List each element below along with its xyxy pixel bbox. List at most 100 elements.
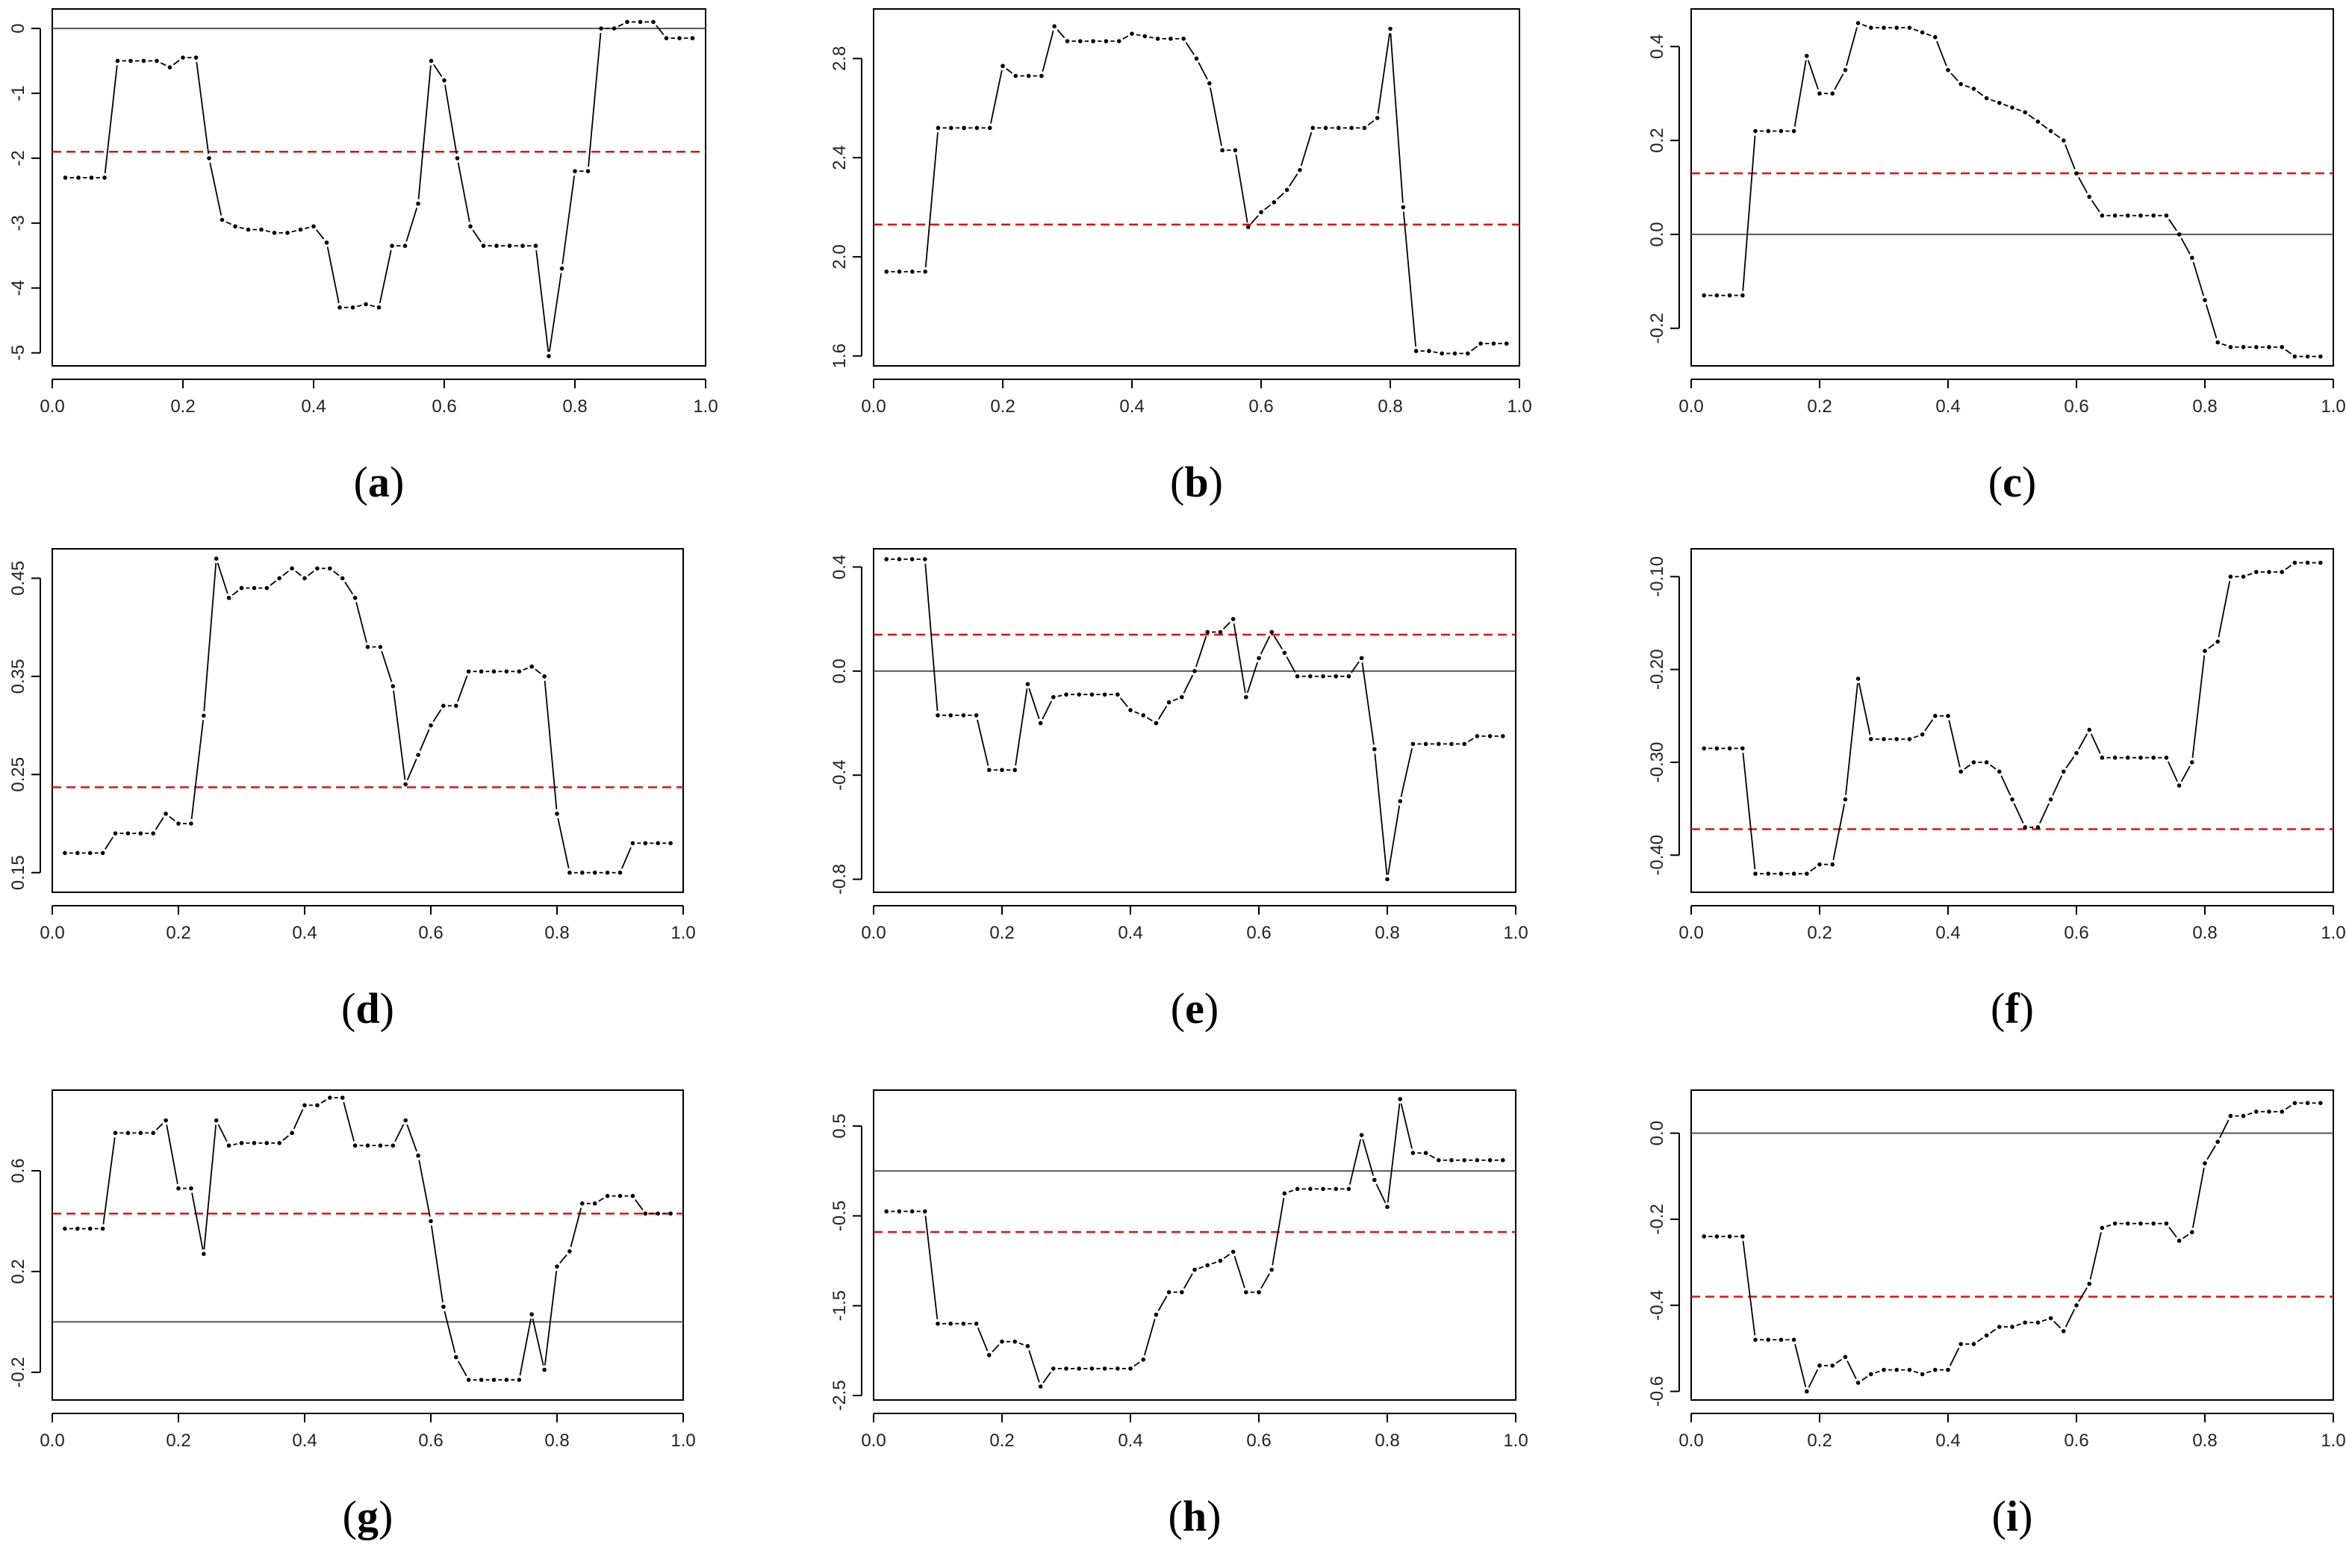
series-segment	[2078, 176, 2088, 193]
series-segment	[2065, 144, 2076, 169]
data-point	[542, 1367, 547, 1372]
data-point	[948, 713, 953, 718]
data-point	[1933, 34, 1938, 40]
data-point	[2151, 755, 2156, 760]
data-point	[246, 227, 251, 232]
data-point	[466, 669, 471, 674]
series-segment	[548, 273, 562, 352]
series-segment	[1948, 720, 1961, 768]
y-tick-label: -0.5	[830, 1201, 850, 1231]
data-point	[987, 768, 992, 773]
y-tick-label: 0.2	[1647, 128, 1667, 152]
data-point	[923, 1209, 927, 1214]
data-point	[1205, 629, 1210, 635]
data-point	[580, 870, 585, 875]
series-segment	[1976, 90, 1984, 96]
data-point	[1308, 673, 1313, 679]
data-point	[1491, 341, 1496, 346]
series-segment	[1018, 1342, 1024, 1345]
y-tick-label: -1.5	[830, 1290, 850, 1321]
panel-f: 0.0 0.2 0.4 0.6 0.8 1.0 -0.40 -0.30 -0.20 -0.10 (f…	[1647, 548, 2346, 1033]
data-point	[2203, 648, 2207, 653]
data-point	[910, 270, 915, 274]
data-point	[290, 1130, 294, 1136]
data-point	[1038, 1384, 1043, 1389]
data-point	[1051, 1366, 1056, 1371]
data-point	[1958, 1342, 1963, 1346]
data-point	[125, 1130, 131, 1136]
data-point	[416, 1153, 420, 1158]
data-point	[974, 125, 980, 131]
data-point	[1791, 128, 1796, 134]
data-point	[987, 1353, 992, 1357]
data-point	[1946, 713, 1950, 718]
data-point	[1218, 629, 1223, 635]
series-segment	[1861, 24, 1867, 27]
series-segment	[1146, 717, 1153, 722]
series-segment	[316, 229, 325, 240]
data-point	[1894, 737, 1899, 741]
data-point	[2177, 232, 2182, 237]
data-point	[1244, 694, 1248, 700]
y-axis: 1.6 2.0 2.4 2.8	[830, 46, 862, 368]
series-segment	[405, 208, 418, 242]
data-point	[668, 1211, 673, 1216]
data-point	[207, 156, 211, 161]
data-point	[1702, 746, 1706, 751]
plot-frame	[1690, 1089, 2334, 1401]
panel-caption: (a)	[354, 458, 405, 506]
data-point	[507, 243, 512, 249]
data-point	[214, 1118, 219, 1123]
series-segment	[457, 1360, 467, 1377]
caption-letter: g	[357, 1492, 379, 1540]
x-axis: 0.0 0.2 0.4 0.6 0.8 1.0	[40, 905, 696, 943]
data-point	[656, 1211, 660, 1216]
series-segment	[1246, 662, 1258, 694]
caption-open-paren: (	[354, 458, 368, 506]
x-tick-label: 0.6	[2064, 923, 2088, 943]
series-segment	[2208, 644, 2215, 649]
data-point	[491, 1378, 497, 1382]
data-point	[1727, 1234, 1732, 1239]
data-point	[949, 125, 953, 131]
series-segment	[2219, 1119, 2230, 1139]
data-point	[1478, 341, 1483, 346]
data-point	[494, 243, 499, 249]
data-point	[128, 58, 133, 63]
series-segment	[2078, 1287, 2088, 1302]
data-point	[1385, 1204, 1390, 1210]
data-point	[298, 227, 303, 232]
data-point	[2292, 560, 2297, 565]
data-point	[1130, 31, 1134, 36]
y-tick-label: -0.8	[830, 864, 850, 895]
data-point	[2318, 354, 2323, 359]
data-point	[1971, 1342, 1976, 1346]
data-point	[2241, 345, 2246, 349]
series-segment	[419, 729, 430, 751]
y-tick-label: -0.6	[1647, 1376, 1667, 1407]
data-point	[1779, 1337, 1784, 1343]
data-point	[962, 125, 966, 131]
data-point	[285, 231, 290, 235]
data-point	[1334, 1186, 1338, 1192]
data-point	[1362, 125, 1367, 131]
data-point	[1869, 1372, 1873, 1377]
series-segment	[1742, 753, 1756, 870]
data-point	[75, 1226, 80, 1231]
x-tick-label: 0.6	[1246, 923, 1271, 943]
data-point	[677, 36, 682, 40]
series-segment	[561, 175, 576, 264]
series	[1702, 1101, 2323, 1394]
series-segment	[1198, 1266, 1204, 1269]
series-segment	[1846, 1360, 1857, 1379]
data-point	[1410, 1151, 1416, 1156]
data-point	[176, 821, 181, 826]
y-axis: 0.15 0.25 0.35 0.45	[8, 561, 41, 890]
data-point	[2087, 194, 2091, 199]
y-tick-label: -1	[8, 85, 28, 101]
caption-close-paren: )	[390, 458, 404, 506]
data-point	[1337, 125, 1341, 131]
data-point	[567, 870, 572, 875]
data-point	[504, 1378, 509, 1382]
series-segment	[1810, 866, 1817, 872]
